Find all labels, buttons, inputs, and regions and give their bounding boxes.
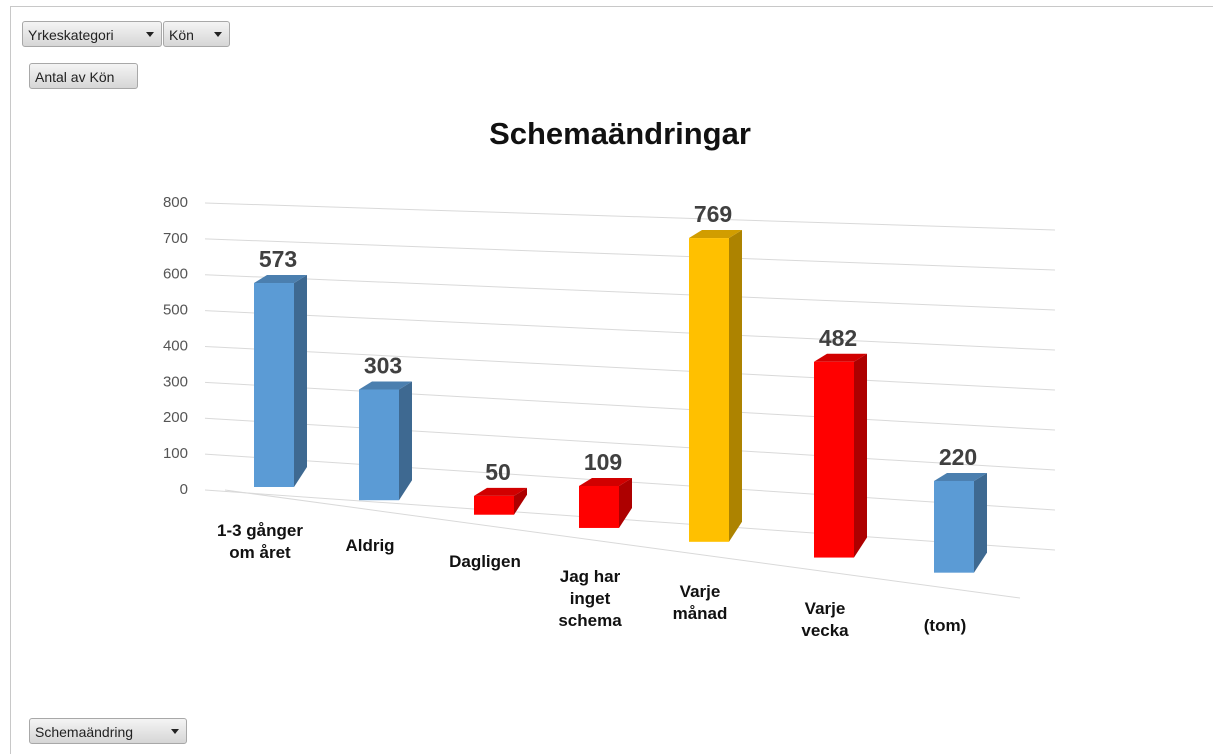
bar-top [474, 487, 527, 496]
bar-side [619, 477, 632, 528]
grid-line [204, 310, 1056, 351]
value-label: 109 [584, 449, 622, 475]
y-tick-label: 700 [163, 230, 188, 247]
floor-line [224, 489, 1021, 599]
bar-top [579, 477, 632, 486]
bar-top [254, 275, 307, 284]
bar-top [689, 230, 742, 239]
filter-button[interactable]: Yrkeskategori [22, 21, 162, 47]
grid-line [204, 381, 1056, 431]
y-tick-label: 400 [163, 337, 188, 354]
grid-line [204, 346, 1056, 391]
button-label: Antal av Kön [35, 69, 115, 85]
y-tick-label: 600 [163, 266, 188, 283]
axis-field-button[interactable]: Schemaändring [29, 718, 187, 744]
y-tick-label: 300 [163, 373, 188, 390]
filter-button[interactable]: Kön [163, 21, 230, 47]
button-label: Kön [169, 27, 194, 43]
bar-side [974, 472, 987, 573]
value-label: 50 [485, 459, 511, 485]
chart-title: Schemaändringar [489, 116, 751, 151]
bar-side [294, 275, 307, 487]
value-label: 482 [819, 325, 857, 351]
bar [359, 389, 399, 501]
x-tick-label: Varje månad [672, 581, 728, 623]
value-label: 573 [259, 246, 297, 272]
x-tick-label: 1-3 gånger om året [217, 521, 303, 562]
bar-top [814, 353, 867, 362]
x-tick-label: (tom) [923, 616, 967, 636]
grid-line [204, 274, 1056, 311]
x-tick-label: Aldrig [345, 535, 395, 555]
bar [814, 361, 854, 558]
frame [10, 6, 1213, 754]
value-label: 769 [694, 201, 732, 227]
y-tick-label: 500 [163, 302, 188, 319]
x-tick-label: Jag har inget schema [558, 566, 622, 630]
bar [689, 238, 729, 542]
bar-side [514, 487, 527, 515]
bar-side [729, 230, 742, 542]
y-tick-label: 100 [163, 445, 188, 462]
value-label: 220 [939, 444, 977, 470]
bar [254, 283, 294, 487]
bar-side [854, 353, 867, 558]
value-field-button[interactable]: Antal av Kön [29, 63, 138, 89]
grid-line [204, 238, 1056, 271]
y-tick-label: 800 [163, 194, 188, 211]
bar-top [359, 381, 412, 390]
grid-line [204, 417, 1056, 471]
bar-top [934, 472, 987, 481]
x-tick-label: Varje vecka [801, 599, 849, 641]
bar [934, 480, 974, 573]
button-label: Yrkeskategori [28, 27, 114, 43]
y-tick-label: 0 [180, 481, 188, 498]
value-label: 303 [364, 353, 402, 379]
grid-line [204, 489, 1056, 551]
grid-line [204, 202, 1056, 231]
y-tick-label: 200 [163, 409, 188, 426]
bar [579, 485, 619, 528]
button-label: Schemaändring [35, 724, 134, 740]
bar [474, 495, 514, 515]
x-tick-label: Dagligen [449, 551, 521, 571]
bar-side [399, 381, 412, 501]
